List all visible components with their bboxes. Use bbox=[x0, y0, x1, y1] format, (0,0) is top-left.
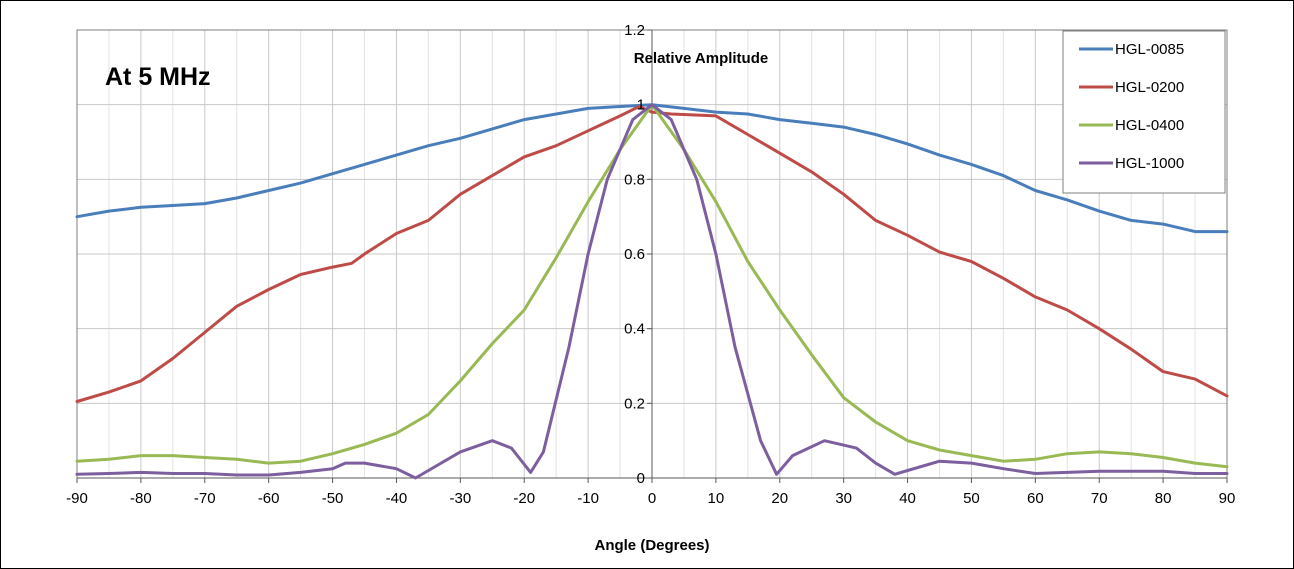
y-tick-labels: 0 0.2 0.4 0.6 0.8 1 1.2 bbox=[624, 22, 645, 487]
legend: HGL-0085 HGL-0200 HGL-0400 HGL-1000 bbox=[1062, 30, 1226, 194]
x-tick-label: -90 bbox=[66, 490, 88, 507]
x-tick-label: -60 bbox=[258, 490, 280, 507]
x-tick-label: 80 bbox=[1155, 490, 1172, 507]
x-tick-label: 10 bbox=[708, 490, 725, 507]
x-tick-label: 60 bbox=[1027, 490, 1044, 507]
y-tick-label: 0.6 bbox=[624, 246, 645, 263]
legend-label: HGL-0400 bbox=[1115, 117, 1184, 134]
y-tick-label: 1.2 bbox=[624, 22, 645, 39]
x-tick-label: -10 bbox=[577, 490, 599, 507]
x-tick-label: 30 bbox=[835, 490, 852, 507]
x-tick-label: -70 bbox=[194, 490, 216, 507]
legend-label: HGL-0200 bbox=[1115, 79, 1184, 96]
y-tick-label: 1 bbox=[637, 97, 645, 114]
x-tick-label: -30 bbox=[449, 490, 471, 507]
y-tick-label: 0.2 bbox=[624, 395, 645, 412]
series-line-hgl-1000 bbox=[75, 103, 1229, 480]
x-axis-title: Angle (Degrees) bbox=[594, 537, 709, 554]
legend-label: HGL-1000 bbox=[1115, 155, 1184, 172]
legend-label: HGL-0085 bbox=[1115, 41, 1184, 58]
x-tick-label: 0 bbox=[648, 490, 656, 507]
y-tick-label: 0.4 bbox=[624, 321, 645, 338]
x-tick-label: -40 bbox=[386, 490, 408, 507]
series-lines bbox=[75, 103, 1229, 480]
x-tick-label: 50 bbox=[963, 490, 980, 507]
x-tick-labels: -90 -80 -70 -60 -50 -40 -30 -20 -10 0 10 20 30 40 50 60… bbox=[66, 490, 1235, 507]
x-tick-label: 70 bbox=[1091, 490, 1108, 507]
x-tick-label: 90 bbox=[1219, 490, 1236, 507]
x-tick-label: -20 bbox=[513, 490, 535, 507]
series-line-hgl-0200 bbox=[75, 105, 1229, 403]
y-tick-label: 0.8 bbox=[624, 171, 645, 188]
legend-box bbox=[1062, 30, 1226, 194]
y-tick-label: 0 bbox=[637, 470, 645, 487]
y-axis-title: Relative Amplitude bbox=[634, 50, 768, 67]
x-tick-label: -50 bbox=[322, 490, 344, 507]
x-tick-label: -80 bbox=[130, 490, 152, 507]
x-tick-label: 20 bbox=[771, 490, 788, 507]
x-tick-label: 40 bbox=[899, 490, 916, 507]
frequency-annotation: At 5 MHz bbox=[105, 63, 211, 91]
